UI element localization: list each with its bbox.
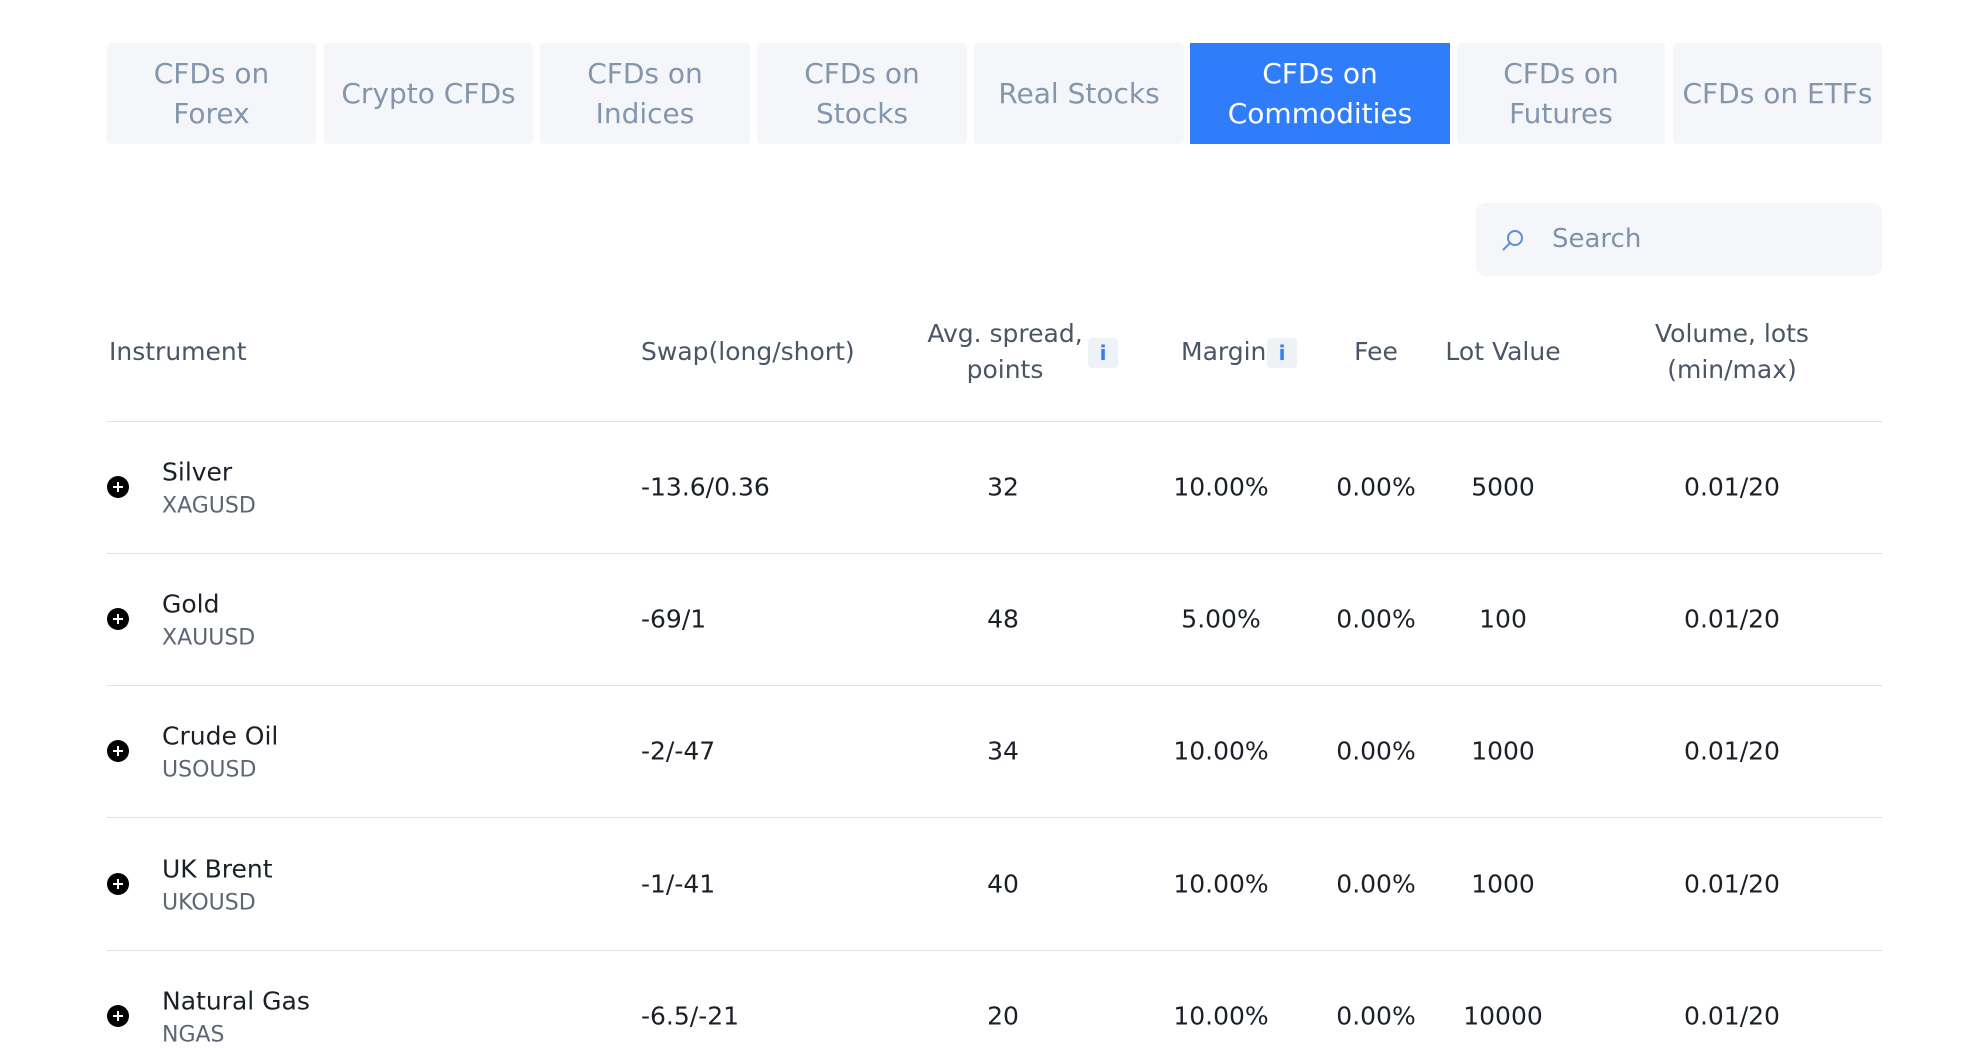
info-icon[interactable]: i	[1088, 338, 1118, 368]
instrument-code: XAUUSD	[162, 625, 256, 651]
margin: 10.00%	[1173, 472, 1269, 502]
fee: 0.00%	[1336, 1001, 1416, 1031]
row-divider	[107, 950, 1882, 951]
spread: 34	[987, 736, 1019, 766]
expand-icon[interactable]	[106, 1004, 130, 1028]
svg-text:i: i	[1100, 341, 1107, 365]
col-header: Avg. spread, points	[927, 319, 1083, 384]
swap: -6.5/-21	[641, 1001, 740, 1031]
fee: 0.00%	[1336, 736, 1416, 766]
swap: -13.6/0.36	[641, 472, 770, 502]
fee: 0.00%	[1336, 869, 1416, 899]
tab[interactable]: CFDs on Indices	[540, 43, 750, 144]
lot-value: 1000	[1471, 869, 1535, 899]
volume: 0.01/20	[1684, 472, 1780, 502]
expand-icon[interactable]	[106, 607, 130, 631]
swap: -2/-47	[641, 736, 716, 766]
spread: 20	[987, 1001, 1019, 1031]
header-divider	[107, 421, 1882, 422]
margin: 10.00%	[1173, 736, 1269, 766]
info-icon[interactable]: i	[1267, 338, 1297, 368]
instrument-name: Natural Gas	[162, 986, 310, 1016]
lot-value: 5000	[1471, 472, 1535, 502]
lot-value: 1000	[1471, 736, 1535, 766]
tab[interactable]: Crypto CFDs	[324, 43, 533, 144]
svg-text:i: i	[1279, 341, 1286, 365]
row-divider	[107, 817, 1882, 818]
search-icon	[1502, 230, 1523, 251]
lot-value: 10000	[1463, 1001, 1543, 1031]
margin: 10.00%	[1173, 869, 1269, 899]
instrument-name: Gold	[162, 589, 220, 619]
row-divider	[107, 685, 1882, 686]
expand-icon[interactable]	[106, 739, 130, 763]
instrument-name: Silver	[162, 457, 233, 487]
volume: 0.01/20	[1684, 736, 1780, 766]
swap: -69/1	[641, 604, 707, 634]
spread: 32	[987, 472, 1019, 502]
instrument-code: XAGUSD	[162, 493, 256, 519]
margin: 5.00%	[1181, 604, 1261, 634]
instrument-name: Crude Oil	[162, 721, 279, 751]
col-header: Fee	[1354, 337, 1398, 366]
col-header: Swap(long/short)	[641, 337, 855, 366]
instrument-code: NGAS	[162, 1022, 225, 1048]
row-divider	[107, 553, 1882, 554]
instrument-code: UKOUSD	[162, 890, 256, 916]
col-header: Volume, lots (min/max)	[1655, 319, 1809, 384]
lot-value: 100	[1479, 604, 1527, 634]
instrument-name: UK Brent	[162, 854, 273, 884]
tab[interactable]: CFDs on Forex	[107, 43, 316, 144]
search-box[interactable]: Search	[1476, 203, 1882, 276]
volume: 0.01/20	[1684, 1001, 1780, 1031]
fee: 0.00%	[1336, 472, 1416, 502]
spread: 40	[987, 869, 1019, 899]
swap: -1/-41	[641, 869, 716, 899]
volume: 0.01/20	[1684, 869, 1780, 899]
tab[interactable]: CFDs on Futures	[1457, 43, 1665, 144]
margin: 10.00%	[1173, 1001, 1269, 1031]
volume: 0.01/20	[1684, 604, 1780, 634]
instrument-code: USOUSD	[162, 757, 257, 783]
tab[interactable]: Real Stocks	[974, 43, 1184, 144]
expand-icon[interactable]	[106, 475, 130, 499]
tab-active[interactable]: CFDs on Commodities	[1190, 43, 1450, 144]
tab[interactable]: CFDs on Stocks	[757, 43, 967, 144]
fee: 0.00%	[1336, 604, 1416, 634]
spread: 48	[987, 604, 1019, 634]
col-header: Margin	[1181, 337, 1267, 366]
tab[interactable]: CFDs on ETFs	[1673, 43, 1882, 144]
col-header: Lot Value	[1445, 337, 1561, 366]
col-header: Instrument	[109, 337, 247, 366]
expand-icon[interactable]	[106, 872, 130, 896]
search-placeholder: Search	[1552, 224, 1642, 254]
